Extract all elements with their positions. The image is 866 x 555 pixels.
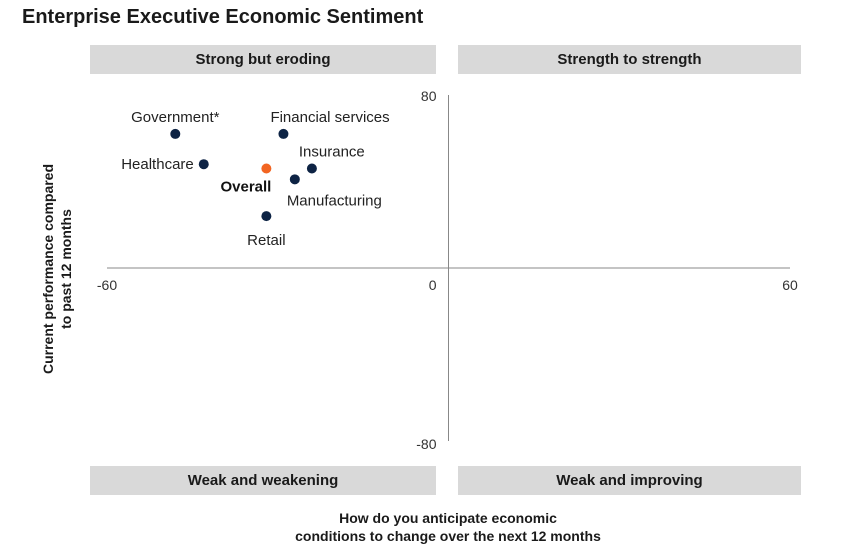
- data-label-overall: Overall: [220, 179, 271, 196]
- data-label-insurance: Insurance: [299, 144, 365, 161]
- x-tick-label: 60: [782, 277, 798, 293]
- data-label-government: Government*: [131, 109, 220, 126]
- quadrant-label-bottom-left: Weak and weakening: [90, 466, 436, 495]
- data-point-insurance: [306, 163, 317, 174]
- data-label-financial-services: Financial services: [270, 109, 389, 126]
- x-axis-label-line-1: How do you anticipate economic: [339, 510, 557, 526]
- x-tick-label: 0: [429, 277, 437, 293]
- data-point-financial-services: [278, 128, 289, 139]
- quadrant-label-top-left: Strong but eroding: [90, 45, 436, 74]
- data-point-manufacturing: [289, 174, 300, 185]
- data-label-manufacturing: Manufacturing: [287, 192, 382, 209]
- data-point-healthcare: [198, 159, 209, 170]
- quadrant-label-bottom-right: Weak and improving: [458, 466, 801, 495]
- quadrant-label-top-right: Strength to strength: [458, 45, 801, 74]
- x-axis-label-line-2: conditions to change over the next 12 mo…: [295, 528, 601, 544]
- chart-title: Enterprise Executive Economic Sentiment: [22, 6, 424, 28]
- data-point-government: [170, 128, 181, 139]
- y-tick-label: -80: [416, 436, 436, 452]
- data-label-retail: Retail: [247, 232, 285, 249]
- x-axis-label: How do you anticipate economic condition…: [238, 509, 658, 545]
- y-tick-label: 80: [421, 88, 437, 104]
- data-point-overall: [261, 163, 272, 174]
- data-label-healthcare: Healthcare: [121, 156, 194, 173]
- data-point-retail: [261, 211, 272, 222]
- x-tick-label: -60: [97, 277, 117, 293]
